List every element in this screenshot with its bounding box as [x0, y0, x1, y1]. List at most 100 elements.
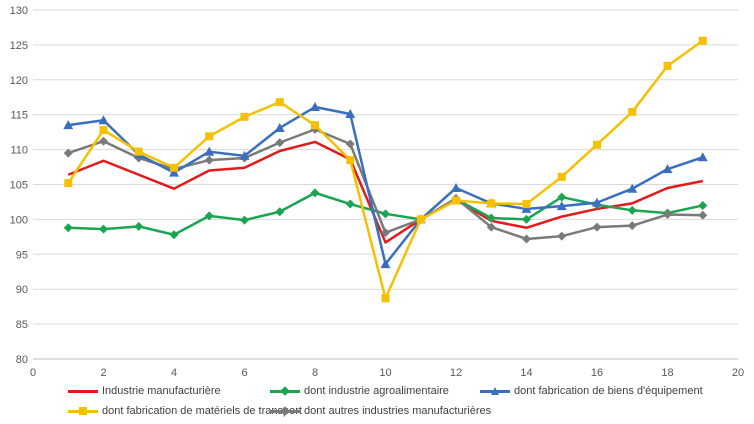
x-tick-label: 18	[661, 367, 673, 379]
y-tick-label: 125	[10, 40, 28, 52]
x-tick-label: 0	[30, 367, 36, 379]
legend-label: Industrie manufacturière	[102, 385, 221, 397]
legend-label: dont autres industries manufacturières	[304, 405, 492, 417]
legend-item: dont fabrication de matériels de transpo…	[68, 403, 302, 419]
series-3-point	[99, 126, 108, 135]
series-1-point	[310, 188, 320, 198]
series-2-point	[662, 164, 673, 174]
series-4-point	[663, 210, 672, 220]
x-tick-label: 14	[520, 367, 532, 379]
series-3-point	[205, 132, 214, 141]
series-4-point	[486, 222, 496, 232]
series-3-point	[134, 147, 143, 156]
y-tick-label: 130	[10, 5, 28, 17]
x-tick-label: 2	[100, 367, 106, 379]
series-1-point	[99, 224, 108, 234]
legend-swatch	[270, 405, 300, 417]
series-1-point	[169, 230, 179, 240]
series-1-point	[627, 205, 637, 215]
x-tick-label: 12	[450, 367, 462, 379]
series-2-point	[274, 122, 285, 132]
series-2-point	[98, 115, 109, 125]
series-1-point	[63, 223, 73, 233]
series-2-point	[310, 102, 320, 112]
legend-label: dont industrie agroalimentaire	[304, 385, 449, 397]
legend-swatch	[480, 385, 510, 397]
legend-swatch	[270, 385, 300, 397]
series-3-point	[311, 121, 319, 130]
line-chart-plot: 80 85 90 95 100 105 110 115 120 125 130 0 2 4 6 8 10 12 14…	[10, 5, 744, 379]
series-3-point	[416, 215, 425, 224]
y-tick-label: 105	[10, 180, 28, 192]
series-4-point	[557, 231, 567, 241]
series-2-point	[380, 259, 391, 269]
series-2-point	[204, 146, 215, 156]
legend-swatch	[68, 385, 98, 397]
y-tick-label: 115	[10, 110, 28, 122]
series-1-point	[557, 192, 567, 202]
series-3-point	[64, 179, 73, 188]
legend-label: dont fabrication de biens d'équipement	[514, 385, 703, 397]
y-tick-label: 120	[10, 75, 28, 87]
series-4-point	[522, 234, 531, 244]
series-1-point	[275, 207, 285, 217]
y-tick-label: 80	[16, 354, 28, 366]
series-1-point	[486, 213, 496, 223]
series-1-point	[345, 199, 355, 209]
series-4-point	[627, 221, 637, 231]
series-3-point	[698, 36, 707, 45]
series-2-point	[451, 182, 461, 192]
series-1-point	[698, 200, 708, 210]
series-2-point	[556, 201, 567, 211]
series-3-point	[240, 112, 249, 121]
series-1-point	[134, 221, 144, 231]
series-3-point	[522, 200, 531, 209]
x-tick-label: 20	[732, 367, 744, 379]
series-3-point	[346, 156, 355, 165]
series-2-point	[63, 120, 74, 130]
series-1-point	[381, 209, 390, 219]
series-4-point	[204, 155, 214, 165]
legend-swatch	[68, 405, 98, 417]
series-2-point	[169, 167, 179, 177]
y-tick-label: 100	[10, 214, 28, 226]
legend-item: dont industrie agroalimentaire	[270, 383, 449, 399]
series-2-point	[521, 203, 532, 213]
series-3-point	[275, 98, 284, 107]
series-1-point	[522, 214, 531, 224]
series-4-point	[99, 136, 108, 146]
series-4-point	[63, 148, 73, 158]
y-tick-label: 95	[16, 249, 28, 261]
x-tick-label: 10	[379, 367, 391, 379]
series-2-point	[592, 197, 602, 207]
legend-label: dont fabrication de matériels de transpo…	[102, 405, 302, 417]
series-4-point	[381, 228, 390, 238]
series-3-point	[452, 196, 460, 205]
series-3-point	[487, 199, 496, 208]
x-tick-label: 6	[241, 367, 247, 379]
series-2-point	[697, 152, 708, 162]
legend-item: dont autres industries manufacturières	[270, 403, 491, 419]
series-4-point	[345, 139, 355, 149]
series-3-point	[628, 107, 637, 116]
series-4-point	[275, 138, 285, 148]
x-tick-label: 8	[312, 367, 318, 379]
series-4-point	[698, 210, 708, 220]
series-3-point	[381, 294, 390, 303]
legend-item: Industrie manufacturière	[68, 383, 221, 399]
y-tick-label: 90	[16, 284, 28, 296]
series-1-point	[240, 215, 249, 225]
series-2-point	[239, 150, 250, 160]
series-3-point	[170, 163, 178, 172]
series-3-point	[593, 140, 601, 149]
series-1-point	[204, 211, 214, 221]
x-tick-label: 4	[171, 367, 177, 379]
series-2-point	[345, 109, 356, 119]
y-tick-label: 110	[10, 145, 28, 157]
series-3-point	[557, 172, 566, 181]
y-tick-label: 85	[16, 319, 28, 331]
series-4-point	[592, 222, 602, 232]
x-tick-label: 16	[591, 367, 603, 379]
series-3-point	[663, 61, 672, 70]
